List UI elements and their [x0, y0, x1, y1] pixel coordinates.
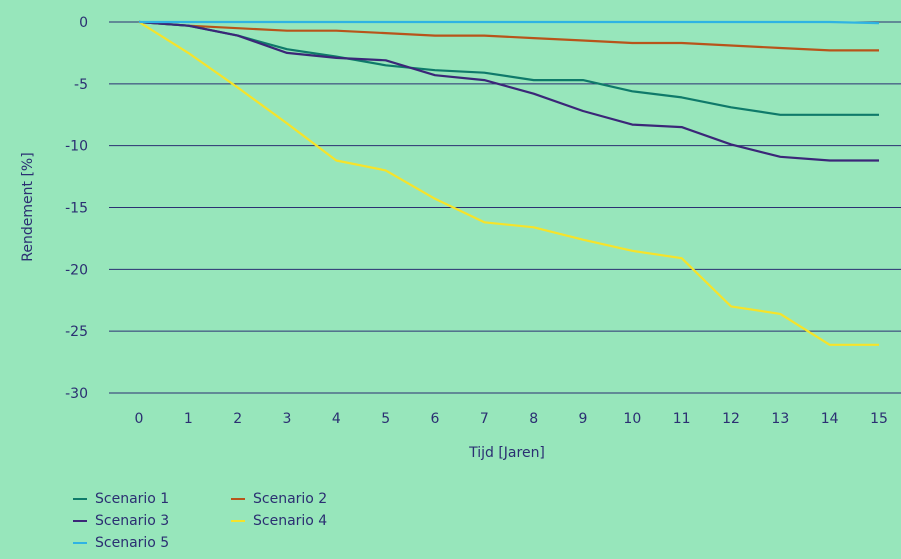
series-line-scenario-3: [138, 20, 879, 162]
x-tick-label: 6: [431, 411, 440, 427]
legend-swatch: [231, 498, 245, 500]
y-tick-label: -15: [65, 201, 88, 217]
legend-item: Scenario 4: [231, 511, 391, 531]
legend-swatch: [231, 520, 245, 522]
series-line-scenario-1: [138, 20, 879, 116]
legend-item: Scenario 3: [73, 511, 231, 531]
x-tick-label: 12: [722, 411, 740, 427]
y-tick-label: 0: [79, 15, 88, 31]
x-tick-label: 2: [233, 411, 242, 427]
y-tick-label: -30: [65, 386, 88, 402]
x-axis-title: Tijd [Jaren]: [468, 445, 545, 461]
x-tick-label: 10: [623, 411, 641, 427]
y-tick-label: -10: [65, 139, 88, 155]
legend-label: Scenario 5: [95, 535, 170, 551]
legend-item: Scenario 1: [73, 489, 231, 509]
legend-item: Scenario 2: [231, 489, 391, 509]
y-tick-label: -20: [65, 262, 88, 278]
x-tick-label: 1: [184, 411, 193, 427]
series-lines: [138, 20, 880, 346]
series-line-scenario-4: [138, 21, 879, 346]
x-axis-ticks: 0 1 2 3 4 5 6 7 8 9 10 11 12 13 14 15: [135, 411, 888, 427]
x-tick-label: 0: [135, 411, 144, 427]
legend-item: Scenario 5: [73, 533, 231, 553]
legend-label: Scenario 2: [253, 491, 328, 507]
x-tick-label: 15: [870, 411, 888, 427]
legend-label: Scenario 1: [95, 491, 170, 507]
legend-label: Scenario 4: [253, 513, 328, 529]
x-tick-label: 4: [332, 411, 341, 427]
y-tick-label: -25: [65, 324, 88, 340]
line-chart: 0-5-10-15-20-25-30 0 1 2 3 4 5 6 7 8 9 10 11 12 13 14 1…: [20, 15, 901, 461]
y-tick-label: -5: [74, 77, 88, 93]
x-tick-label: 8: [529, 411, 538, 427]
series-line-scenario-2: [138, 20, 879, 52]
x-tick-label: 13: [771, 411, 789, 427]
x-tick-label: 3: [283, 411, 292, 427]
x-tick-label: 11: [673, 411, 691, 427]
x-tick-label: 5: [381, 411, 390, 427]
legend-swatch: [73, 498, 87, 500]
y-axis-ticks: 0 -5 -10 -15 -20 -25 -30: [65, 15, 88, 402]
legend-swatch: [73, 542, 87, 544]
legend-swatch: [73, 520, 87, 522]
x-tick-label: 9: [579, 411, 588, 427]
x-tick-label: 14: [821, 411, 839, 427]
gridlines: [109, 21, 901, 394]
y-axis-title: Rendement [%]: [20, 152, 36, 261]
x-tick-label: 7: [480, 411, 489, 427]
series-line-scenario-5: [139, 20, 880, 25]
legend: Scenario 1 Scenario 2 Scenario 3 Scenario 4…: [73, 489, 391, 553]
legend-label: Scenario 3: [95, 513, 170, 529]
